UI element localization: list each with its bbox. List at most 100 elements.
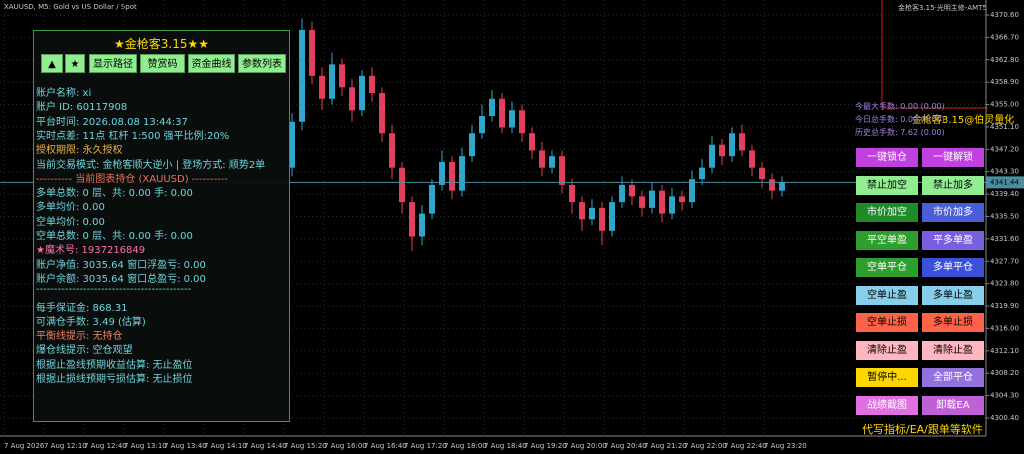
action-button[interactable]: 平多单盈 xyxy=(922,230,984,250)
candle-body xyxy=(289,121,295,168)
brand: 金枪客3.15@伯灵量化 xyxy=(912,115,1015,126)
candle-body xyxy=(449,161,455,191)
candle-body xyxy=(629,184,635,197)
candle-body xyxy=(419,213,425,237)
candle-body xyxy=(309,29,315,76)
action-button[interactable]: 一键解锁 xyxy=(922,148,984,167)
y-tick-label: 4319.90 xyxy=(990,302,1019,310)
y-tick-label: 4312.10 xyxy=(990,347,1019,355)
y-tick-label: 4347.20 xyxy=(990,145,1019,153)
x-tick-label: 7 Aug 13:40 xyxy=(164,442,207,450)
candle-body xyxy=(689,179,695,203)
footer: 代写指标/EA/跟单等软件 xyxy=(862,423,983,436)
x-tick-label: 7 Aug 20:00 xyxy=(564,442,607,450)
action-button[interactable]: 空单止损 xyxy=(856,313,918,332)
action-button[interactable]: 多单平仓 xyxy=(922,258,984,277)
action-button[interactable]: 清除止盈 xyxy=(856,340,918,360)
candle-body xyxy=(359,75,365,111)
action-button[interactable]: 卸载EA xyxy=(922,395,984,415)
candle-body xyxy=(499,98,505,128)
panel-line: ----------------------------------------… xyxy=(36,284,192,296)
stat-line: 今最大手数: 0.00 (0.00) xyxy=(855,102,945,111)
panel-line: 可满仓手数: 3.49 (估算) xyxy=(36,316,146,328)
candle-body xyxy=(529,133,535,151)
y-tick-label: 4351.10 xyxy=(990,123,1019,131)
candle-body xyxy=(479,116,485,134)
action-button[interactable]: 暂停中... xyxy=(856,368,918,387)
candle-body xyxy=(579,202,585,220)
candle-body xyxy=(339,64,345,88)
x-tick-label: 7 Aug 22:40 xyxy=(724,442,767,450)
candle-body xyxy=(549,156,555,168)
action-button[interactable]: 清除止盈 xyxy=(922,340,984,360)
candle-body xyxy=(669,196,675,214)
y-tick-label: 4339.40 xyxy=(990,190,1019,198)
y-tick-label: 4327.70 xyxy=(990,257,1019,265)
candle-body xyxy=(639,196,645,208)
candle-body xyxy=(659,190,665,214)
y-tick-label: 4331.60 xyxy=(990,235,1019,243)
x-tick-label: 7 Aug 16:40 xyxy=(364,442,407,450)
y-tick-label: 4366.70 xyxy=(990,33,1019,41)
action-button[interactable]: 市价加空 xyxy=(856,203,918,222)
panel-button[interactable]: 显示路径 xyxy=(89,54,137,73)
panel-button[interactable]: 资金曲线 xyxy=(188,54,235,73)
panel-line: 爆仓线提示: 空仓观望 xyxy=(36,345,133,357)
chart-title: XAUUSD, M5: Gold vs US Dollar / Spot xyxy=(4,3,137,11)
y-tick-label: 4358.90 xyxy=(990,78,1019,86)
candle-body xyxy=(509,110,515,128)
x-tick-label: 7 Aug 21:20 xyxy=(644,442,687,450)
panel-title: ★金枪客3.15★★ xyxy=(114,37,209,51)
panel-line: 账户 ID: 60117908 xyxy=(36,102,128,114)
panel-line: 授权期限: 永久授权 xyxy=(36,145,123,157)
action-button[interactable]: 空单止盈 xyxy=(856,285,918,305)
panel-button[interactable]: ★ xyxy=(65,54,85,73)
candle-body xyxy=(709,144,715,168)
action-button[interactable]: 多单止损 xyxy=(922,313,984,332)
candle-body xyxy=(459,156,465,191)
x-tick-label: 7 Aug 18:40 xyxy=(484,442,527,450)
panel-button[interactable]: ▲ xyxy=(41,54,63,73)
action-button[interactable]: 平空单盈 xyxy=(856,230,918,250)
x-tick-label: 7 Aug 23:20 xyxy=(764,442,807,450)
x-tick-label: 7 Aug 15:20 xyxy=(284,442,327,450)
panel-line: 平台时间: 2026.08.08 13:44:37 xyxy=(36,116,188,128)
panel-line: 当前交易模式: 金枪客顺大逆小 | 登场方式: 顺势2单 xyxy=(36,159,266,171)
action-button[interactable]: 市价加多 xyxy=(922,203,984,222)
candle-body xyxy=(749,150,755,168)
candle-body xyxy=(729,133,735,157)
candle-body xyxy=(409,202,415,237)
panel-button[interactable]: 参数列表 xyxy=(238,54,286,73)
x-tick-label: 7 Aug 20:40 xyxy=(604,442,647,450)
stat-line: 今日总手数: 0.00 (0.00) xyxy=(855,115,945,124)
candle-body xyxy=(539,150,545,168)
candle-body xyxy=(619,184,625,203)
candle-body xyxy=(609,202,615,231)
action-button[interactable]: 禁止加空 xyxy=(856,175,918,195)
y-tick-label: 4343.30 xyxy=(990,168,1019,176)
action-button[interactable]: 一键锁仓 xyxy=(856,148,918,167)
panel-line: 每手保证金: 868.31 xyxy=(36,302,128,314)
candle-body xyxy=(439,161,445,185)
action-button[interactable]: 禁止加多 xyxy=(922,175,984,195)
candle-body xyxy=(389,133,395,168)
x-tick-label: 7 Aug 14:10 xyxy=(204,442,247,450)
ea-name: 金枪客3.15·光明主修-AMT5 xyxy=(898,3,987,12)
action-button[interactable]: 空单平仓 xyxy=(856,258,918,277)
action-button[interactable]: 多单止盈 xyxy=(922,285,984,305)
x-tick-label: 7 Aug 12:10 xyxy=(44,442,87,450)
panel-line: 账户名称: xi xyxy=(36,88,92,99)
panel-button[interactable]: 赞赏码 xyxy=(140,54,185,73)
y-tick-label: 4370.60 xyxy=(990,11,1019,19)
candle-body xyxy=(599,207,605,231)
candle-body xyxy=(519,110,525,134)
panel-line: 账户余额: 3035.64 窗口总盈亏: 0.00 xyxy=(36,273,206,285)
panel-line: 平衡线提示: 无持仓 xyxy=(36,331,123,343)
y-tick-label: 4308.20 xyxy=(990,369,1019,377)
action-button[interactable]: 全部平仓 xyxy=(922,368,984,387)
candle-body xyxy=(379,93,385,134)
panel-line: 根据止损线预期亏损估算: 无止损位 xyxy=(36,374,193,385)
panel-line: ★魔术号: 1937216849 xyxy=(36,245,146,257)
action-button[interactable]: 战绩截图 xyxy=(856,395,918,415)
ea-panel: ★金枪客3.15★★ ▲ ★ 显示路径 赞赏码 资金曲线 参数列表账户名称: xi 账户 I… xyxy=(33,30,290,422)
